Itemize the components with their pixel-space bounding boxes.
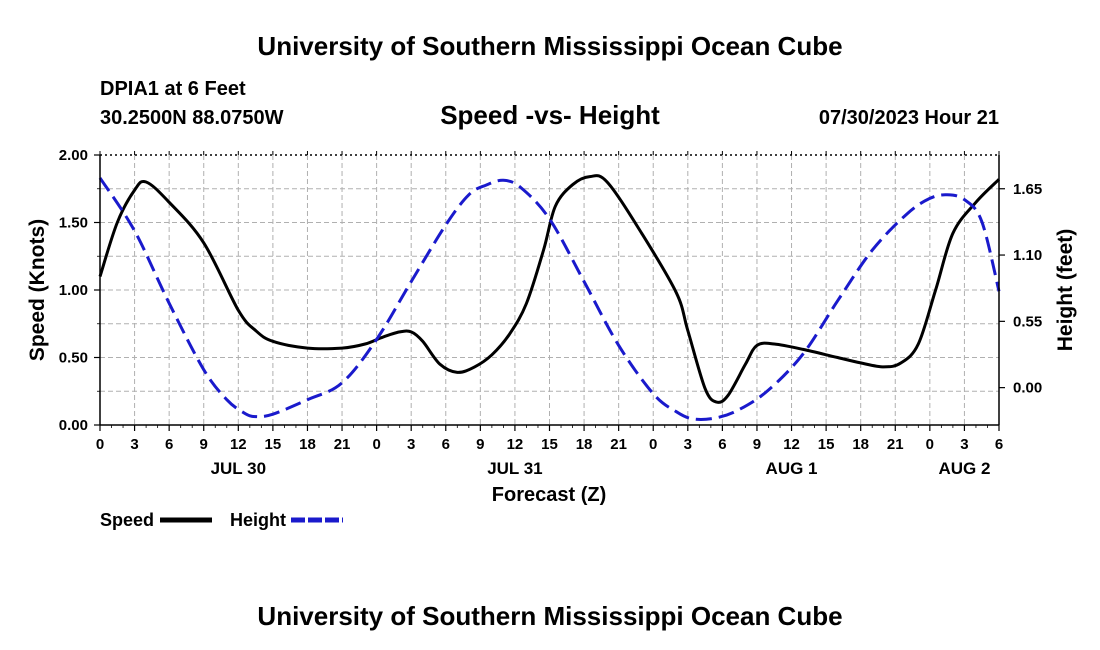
y-axis-title: Speed (Knots) [26,219,49,361]
x-axis-title: Forecast (Z) [492,484,606,506]
axis-layer: 0 3 6 9 12 15 18 21 0 3 6 9 12 15 18 21 0 3 6 9 12 15 18 21 0 3 6 J… [59,147,1042,478]
series-layer [98,174,1001,421]
x-tick-label: 21 [610,436,627,453]
x-tick-label: 6 [165,436,173,453]
datetime-label: 07/30/2023 Hour 21 [819,107,999,129]
figure-title: University of Southern Mississippi Ocean… [257,31,842,61]
x-tick-label: 21 [887,436,904,453]
y2-tick-label: 0.00 [1013,380,1042,397]
x-tick-label: 0 [649,436,657,453]
y2-tick-label: 1.10 [1013,247,1042,264]
x-tick-label: 6 [718,436,726,453]
chart-subtitle: Speed -vs- Height [440,100,660,130]
y2-tick-label: 1.65 [1013,181,1042,198]
speed-series-line [98,174,1001,404]
y-tick-label: 1.50 [59,215,88,232]
x-tick-label: 12 [230,436,247,453]
y-tick-label: 2.00 [59,147,88,164]
x-tick-label: 3 [130,436,138,453]
x-tick-label: 15 [265,436,282,453]
x-tick-label: 15 [818,436,835,453]
x-tick-label: 0 [372,436,380,453]
height-series-line [98,177,1001,421]
x-tick-label: 0 [926,436,934,453]
y-tick-label: 0.00 [59,417,88,434]
x-tick-label: 18 [852,436,869,453]
x-tick-label: 9 [200,436,208,453]
x-tick-label: 3 [684,436,692,453]
x-day-label: AUG 2 [938,459,990,478]
x-tick-label: 6 [995,436,1003,453]
y-tick-label: 0.50 [59,350,88,367]
legend-height-label: Height [230,510,286,530]
x-tick-label: 21 [334,436,351,453]
x-day-label: JUL 31 [487,459,542,478]
x-tick-label: 18 [299,436,316,453]
x-tick-label: 3 [960,436,968,453]
y2-tick-label: 0.55 [1013,313,1042,330]
x-tick-label: 3 [407,436,415,453]
y2-axis-title: Height (feet) [1054,229,1077,352]
x-day-label: AUG 1 [766,459,818,478]
x-tick-label: 12 [783,436,800,453]
x-tick-label: 15 [541,436,558,453]
x-tick-label: 12 [507,436,524,453]
x-tick-label: 6 [442,436,450,453]
x-tick-label: 0 [96,436,104,453]
station-label: DPIA1 at 6 Feet [100,78,246,100]
x-tick-label: 9 [476,436,484,453]
legend-speed-label: Speed [100,510,154,530]
x-day-label: JUL 30 [211,459,266,478]
x-tick-label: 9 [753,436,761,453]
x-tick-label: 18 [576,436,593,453]
y-tick-label: 1.00 [59,282,88,299]
legend: Speed Height [100,510,343,530]
coordinates-label: 30.2500N 88.0750W [100,107,284,129]
footer-title: University of Southern Mississippi Ocean… [257,601,842,631]
